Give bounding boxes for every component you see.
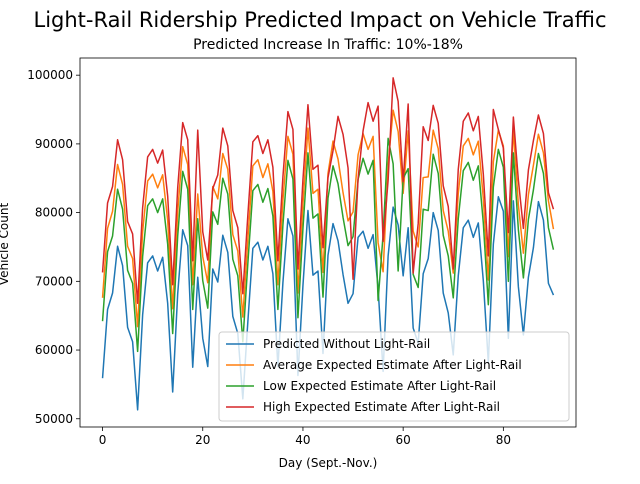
legend-label-1: Predicted Without Light-Rail	[263, 337, 430, 351]
x-tick-label: 60	[396, 433, 411, 447]
series-group	[79, 57, 577, 428]
chart-title: Light-Rail Ridership Predicted Impact on…	[34, 8, 607, 32]
axes-spines	[79, 57, 577, 428]
y-tick-label: 80000	[35, 206, 73, 220]
legend: Predicted Without Light-Rail Average Expe…	[218, 331, 570, 422]
x-tick-label: 20	[195, 433, 210, 447]
x-tick-label: 80	[496, 433, 511, 447]
y-tick-label: 90000	[35, 137, 73, 151]
legend-label-4: High Expected Estimate After Light-Rail	[263, 400, 500, 414]
x-tick-label: 40	[295, 433, 310, 447]
y-tick-label: 50000	[35, 412, 73, 426]
series-line-3	[101, 137, 555, 353]
legend-label-2: Average Expected Estimate After Light-Ra…	[263, 358, 522, 372]
y-tick-label: 70000	[35, 274, 73, 288]
series-line-4	[101, 77, 555, 305]
y-axis-label: Vehicle Count	[0, 203, 11, 286]
chart-subtitle: Predicted Increase In Traffic: 10%-18%	[193, 37, 463, 53]
series-line-1	[101, 196, 555, 411]
ticks-group: 0 20 40 60 80 50000 60000 70000 80000 90000 100000	[27, 68, 511, 447]
series-line-2	[101, 109, 555, 328]
legend-label-3: Low Expected Estimate After Light-Rail	[263, 379, 496, 393]
y-tick-label: 100000	[27, 68, 73, 82]
y-tick-label: 60000	[35, 343, 73, 357]
x-tick-label: 0	[99, 433, 107, 447]
x-axis-label: Day (Sept.-Nov.)	[279, 456, 378, 470]
legend-box	[218, 331, 570, 422]
